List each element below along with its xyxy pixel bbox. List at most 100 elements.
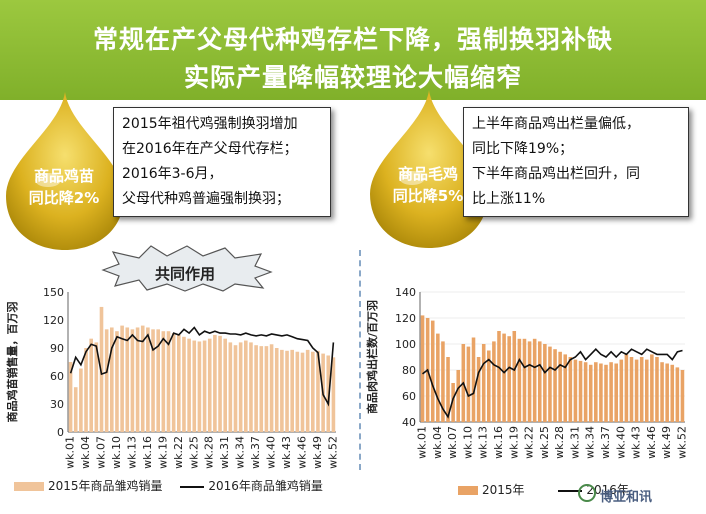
- bar: [471, 337, 476, 422]
- x-tick-label: wk.31: [218, 436, 231, 469]
- bar: [614, 363, 618, 422]
- bar: [104, 329, 109, 432]
- x-tick-label: wk.10: [110, 436, 123, 469]
- y-tick-label: 120: [43, 314, 64, 327]
- right-chart: 40 60 80 100 120 140 wk.01 wk.04 wk.07 wk.10 wk.13…: [365, 286, 688, 459]
- bar: [670, 364, 675, 422]
- x-tick-label: wk.52: [675, 426, 688, 459]
- y-tick-label: 60: [50, 370, 64, 383]
- bar: [223, 338, 227, 432]
- left-drop-line-1: 商品鸡苗: [33, 167, 94, 185]
- bar: [264, 346, 269, 432]
- y-tick-label: 140: [395, 286, 416, 299]
- panel-divider: [359, 250, 361, 470]
- bar: [120, 325, 124, 432]
- bar: [522, 338, 527, 422]
- line-series-2016: [422, 348, 683, 419]
- x-tick-label: wk.46: [645, 426, 658, 459]
- bar: [466, 346, 471, 422]
- burst-shape: [101, 245, 273, 292]
- bar: [558, 351, 562, 422]
- bar: [84, 348, 88, 432]
- x-tick-label: wk.04: [79, 436, 92, 469]
- bar: [441, 341, 445, 422]
- x-tick-label: wk.31: [568, 426, 581, 459]
- y-tick-label: 0: [57, 426, 64, 439]
- y-tick-label: 150: [43, 286, 64, 299]
- title-line-2: 实际产量降幅较理论大幅缩窄: [183, 63, 522, 92]
- bar: [680, 370, 685, 422]
- left-note-line: 父母代种鸡普遍强制换羽；: [122, 191, 290, 207]
- bar: [182, 336, 186, 432]
- bar: [269, 344, 274, 432]
- y-tick-label: 30: [50, 398, 64, 411]
- bar: [650, 354, 654, 422]
- bar: [94, 342, 99, 432]
- right-legend: 2015年 2016年: [458, 481, 629, 498]
- x-tick-label: wk.49: [660, 426, 673, 459]
- bar: [311, 351, 315, 432]
- x-tick-label: wk.01: [64, 436, 77, 469]
- bar: [192, 340, 197, 432]
- bar: [285, 350, 289, 432]
- bar: [537, 341, 542, 422]
- bar: [497, 331, 501, 422]
- bar: [177, 334, 181, 432]
- bar: [655, 357, 659, 422]
- bar: [233, 345, 238, 432]
- legend-label-2016: 2016年商品雏鸡销量: [208, 479, 323, 493]
- right-drop-label: 商品毛鸡 同比降5%: [368, 163, 488, 207]
- bar: [295, 351, 300, 432]
- y-tick-label: 80: [402, 364, 416, 377]
- title-line-1: 常规在产父母代种鸡存栏下降，强制换羽补缺: [92, 25, 613, 54]
- x-tick-label: wk.13: [477, 426, 490, 459]
- bar: [228, 342, 233, 432]
- bar: [578, 360, 583, 422]
- x-tick-label: wk.37: [249, 436, 262, 469]
- bar: [238, 342, 243, 432]
- bar: [451, 383, 455, 422]
- watermark-logo-icon: [578, 484, 596, 502]
- bar: [665, 363, 669, 422]
- x-tick-label: wk.34: [584, 426, 597, 459]
- bar: [644, 359, 649, 422]
- bar: [135, 327, 140, 432]
- bar: [130, 329, 135, 432]
- bar: [305, 349, 310, 432]
- bar: [588, 364, 593, 422]
- x-tick-label: wk.28: [203, 436, 216, 469]
- bar: [481, 344, 486, 422]
- x-tick-label: wk.43: [280, 436, 293, 469]
- bar: [446, 357, 450, 422]
- right-drop-line-1: 商品毛鸡: [397, 165, 458, 183]
- bar: [573, 359, 578, 422]
- x-tick-label: wk.43: [630, 426, 643, 459]
- bar: [675, 367, 680, 422]
- bar: [125, 327, 130, 432]
- bar: [594, 362, 598, 422]
- x-tick-label: wk.40: [265, 436, 278, 469]
- left-note-line: 在2016年在产父母代存栏；: [122, 141, 298, 157]
- x-tick-label: wk.07: [446, 426, 459, 459]
- x-tick-label: wk.10: [461, 426, 474, 459]
- x-tick-label: wk.46: [296, 436, 309, 469]
- bar: [140, 325, 145, 432]
- bar: [553, 349, 557, 422]
- bar: [527, 341, 532, 422]
- bar: [599, 363, 603, 422]
- bar: [79, 368, 83, 432]
- right-note-line: 比上涨11%: [472, 191, 546, 207]
- bar: [244, 340, 248, 432]
- bar: [202, 340, 207, 432]
- bar: [274, 348, 279, 432]
- left-note-line: 2015年祖代鸡强制换羽增加: [122, 116, 298, 132]
- bar: [512, 331, 517, 422]
- bar: [156, 329, 160, 432]
- x-tick-label: wk.25: [538, 426, 551, 459]
- line-series-2016: [69, 326, 335, 407]
- bar: [604, 364, 608, 422]
- bar: [218, 335, 222, 432]
- bar: [619, 359, 624, 422]
- bar: [99, 306, 104, 432]
